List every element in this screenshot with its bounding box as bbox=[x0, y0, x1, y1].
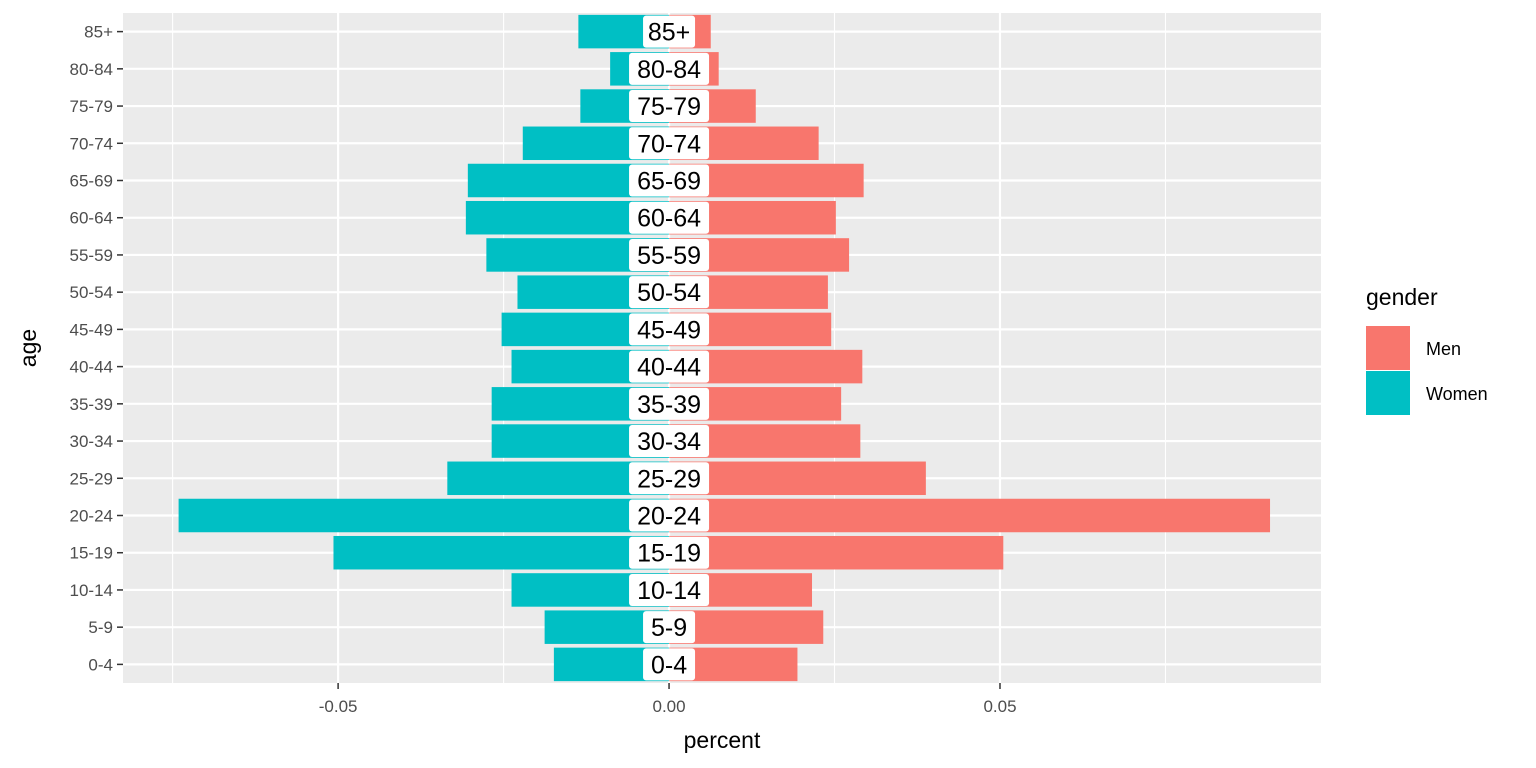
plot-panel bbox=[123, 13, 1321, 683]
center-label-box bbox=[629, 350, 710, 383]
y-tick-label-25-29: 25-29 bbox=[70, 469, 113, 488]
center-label-box bbox=[629, 573, 710, 606]
center-label-5-9: 5-9 bbox=[651, 614, 687, 642]
center-label-40-44: 40-44 bbox=[637, 354, 701, 382]
center-label-box bbox=[629, 238, 710, 271]
center-label-box bbox=[643, 611, 696, 644]
x-tick-label: -0.05 bbox=[319, 697, 358, 716]
center-label-15-19: 15-19 bbox=[637, 540, 701, 568]
y-tick-label-85+: 85+ bbox=[84, 23, 113, 42]
center-label-85+: 85+ bbox=[648, 19, 690, 47]
legend: gender Men Women bbox=[1366, 284, 1488, 415]
center-label-70-74: 70-74 bbox=[637, 130, 701, 158]
center-label-45-49: 45-49 bbox=[637, 316, 701, 344]
center-label-box bbox=[629, 276, 710, 309]
y-tick-label-70-74: 70-74 bbox=[70, 134, 113, 153]
y-tick-label-0-4: 0-4 bbox=[88, 655, 113, 674]
bar-men-20-24 bbox=[669, 498, 1271, 533]
x-axis-title: percent bbox=[684, 727, 761, 753]
center-label-box bbox=[629, 201, 710, 234]
y-axis-title: age bbox=[15, 329, 41, 367]
bar-women-20-24 bbox=[178, 498, 670, 533]
center-label-box bbox=[629, 536, 710, 569]
legend-key-women bbox=[1366, 371, 1410, 415]
center-label-box bbox=[643, 15, 696, 48]
center-label-box bbox=[629, 313, 710, 346]
center-label-box bbox=[629, 164, 710, 197]
center-label-80-84: 80-84 bbox=[637, 56, 701, 84]
center-label-box bbox=[629, 127, 710, 160]
center-label-box bbox=[629, 90, 710, 123]
y-tick-label-35-39: 35-39 bbox=[70, 395, 113, 414]
center-label-box bbox=[629, 52, 710, 85]
center-label-box bbox=[629, 499, 710, 532]
y-tick-label-40-44: 40-44 bbox=[70, 358, 113, 377]
center-label-box bbox=[629, 387, 710, 420]
y-tick-label-20-24: 20-24 bbox=[70, 507, 113, 526]
bar-women-15-19 bbox=[333, 535, 670, 570]
center-label-35-39: 35-39 bbox=[637, 391, 701, 419]
x-axis: -0.05 0.00 0.05 bbox=[319, 683, 1017, 716]
center-label-55-59: 55-59 bbox=[637, 242, 701, 270]
y-tick-label-5-9: 5-9 bbox=[88, 618, 113, 637]
center-label-0-4: 0-4 bbox=[651, 651, 687, 679]
center-label-box bbox=[629, 425, 710, 458]
y-axis: 0-4 5-9 10-14 15-19 20-24 25-29 30-34 35-39 40-4… bbox=[70, 23, 123, 674]
x-tick-label: 0.05 bbox=[983, 697, 1016, 716]
minor-gridlines bbox=[172, 13, 1167, 683]
y-tick-label-30-34: 30-34 bbox=[70, 432, 113, 451]
center-label-75-79: 75-79 bbox=[637, 93, 701, 121]
y-tick-label-15-19: 15-19 bbox=[70, 544, 113, 563]
center-label-box bbox=[643, 648, 696, 681]
center-label-60-64: 60-64 bbox=[637, 205, 701, 233]
y-tick-label-80-84: 80-84 bbox=[70, 60, 113, 79]
x-tick-label: 0.00 bbox=[653, 697, 686, 716]
legend-key-men bbox=[1366, 326, 1410, 370]
y-tick-label-50-54: 50-54 bbox=[70, 283, 113, 302]
y-tick-label-55-59: 55-59 bbox=[70, 246, 113, 265]
bar-men-25-29 bbox=[669, 461, 926, 496]
y-tick-label-60-64: 60-64 bbox=[70, 209, 113, 228]
y-tick-label-75-79: 75-79 bbox=[70, 97, 113, 116]
bar-men-15-19 bbox=[669, 535, 1004, 570]
center-label-65-69: 65-69 bbox=[637, 168, 701, 196]
center-label-10-14: 10-14 bbox=[637, 577, 701, 605]
bar-labels: 0-4 5-9 10-14 15-19 20-24 25-29 30-34 35-39 40-4… bbox=[629, 15, 710, 681]
center-label-30-34: 30-34 bbox=[637, 428, 701, 456]
center-label-25-29: 25-29 bbox=[637, 465, 701, 493]
center-label-box bbox=[629, 462, 710, 495]
center-label-50-54: 50-54 bbox=[637, 279, 701, 307]
legend-label-men: Men bbox=[1426, 339, 1461, 359]
y-tick-label-65-69: 65-69 bbox=[70, 172, 113, 191]
y-tick-label-45-49: 45-49 bbox=[70, 320, 113, 339]
center-label-20-24: 20-24 bbox=[637, 503, 701, 531]
y-tick-label-10-14: 10-14 bbox=[70, 581, 113, 600]
legend-label-women: Women bbox=[1426, 384, 1488, 404]
legend-title: gender bbox=[1366, 284, 1438, 310]
